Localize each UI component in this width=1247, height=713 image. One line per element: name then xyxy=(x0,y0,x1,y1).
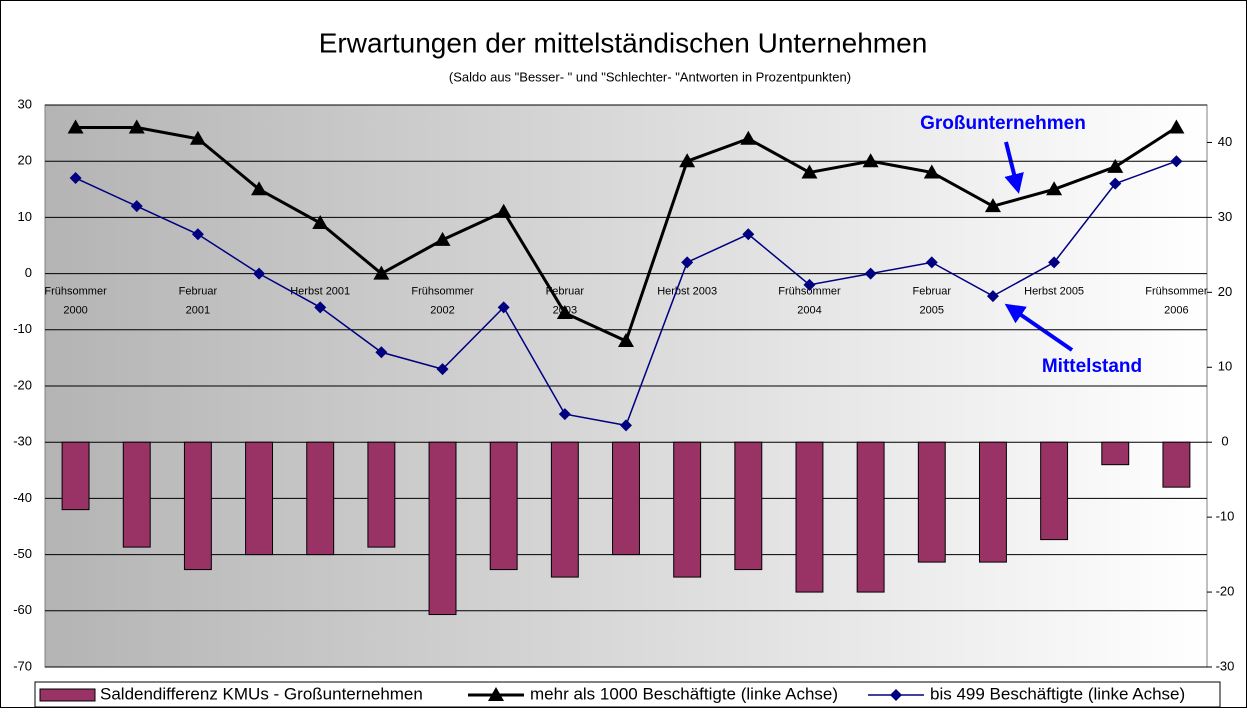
x-tick-label: Frühsommer 2000 xyxy=(44,286,107,317)
line-marker xyxy=(1107,158,1124,173)
line-marker xyxy=(128,119,145,134)
line-marker xyxy=(801,164,818,179)
legend-swatch xyxy=(39,688,96,702)
line-marker xyxy=(1048,256,1061,269)
y2-tick-label: 30 xyxy=(1218,209,1232,224)
y2-tick-label: 10 xyxy=(1218,359,1232,374)
x-tick-label: Februar 2001 xyxy=(179,286,218,317)
line-marker xyxy=(862,153,879,168)
line-marker xyxy=(984,198,1001,213)
legend-label: Saldendifferenz KMUs - Großunternehmen xyxy=(100,684,423,703)
y2-tick-label: 20 xyxy=(1218,284,1232,299)
legend xyxy=(34,681,1221,708)
line-marker xyxy=(497,301,510,314)
line-marker xyxy=(558,408,571,421)
line-marker xyxy=(436,363,449,376)
line-marker xyxy=(742,228,755,241)
chart-title: Erwartungen der mittelständischen Untern… xyxy=(319,27,928,58)
y-tick-label: 20 xyxy=(18,153,32,168)
line-marker xyxy=(312,215,329,230)
line-marker xyxy=(253,267,266,280)
line-marker xyxy=(69,172,82,185)
line-marker xyxy=(890,689,902,701)
y-tick-label: -30 xyxy=(13,434,32,449)
y-tick-label: -70 xyxy=(13,658,32,673)
x-tick-label: Herbst 2005 xyxy=(1024,286,1084,298)
line-marker xyxy=(314,301,327,314)
annotation-arrow xyxy=(1004,141,1024,194)
y-tick-label: -60 xyxy=(13,602,32,617)
bar xyxy=(795,441,824,593)
line-marker xyxy=(1168,119,1185,134)
legend-label: mehr als 1000 Beschäftigte (linke Achse) xyxy=(530,684,838,703)
bar xyxy=(978,441,1007,563)
x-tick-label: Frühsommer 2004 xyxy=(778,286,841,317)
y-tick-label: 0 xyxy=(25,265,32,280)
bar xyxy=(917,441,946,563)
bar xyxy=(306,441,335,556)
line-marker xyxy=(925,256,938,269)
annotation: Großunternehmen xyxy=(920,113,1086,134)
line-marker xyxy=(251,181,268,196)
y-tick-label: -20 xyxy=(13,377,32,392)
bar xyxy=(122,441,151,548)
x-tick-label: Herbst 2001 xyxy=(290,286,350,298)
chart-subtitle: (Saldo aus "Besser- " und "Schlechter- "… xyxy=(449,69,851,84)
x-tick-label: Herbst 2003 xyxy=(657,286,717,298)
bar xyxy=(245,441,274,556)
line-marker xyxy=(556,304,573,319)
bar xyxy=(428,441,457,616)
line-marker xyxy=(1170,155,1183,168)
y2-tick-label: -20 xyxy=(1216,584,1235,599)
line-marker xyxy=(864,267,877,280)
bar xyxy=(61,441,90,511)
line-marker xyxy=(373,265,390,280)
line-marker xyxy=(130,200,143,213)
line-marker xyxy=(189,130,206,145)
line-marker xyxy=(488,687,504,701)
bar xyxy=(856,441,885,593)
y2-tick-label: 40 xyxy=(1218,134,1232,149)
bar xyxy=(1162,441,1191,488)
bar xyxy=(734,441,763,571)
line-marker xyxy=(434,231,451,246)
line-marker xyxy=(191,228,204,241)
line-marker xyxy=(740,130,757,145)
bar xyxy=(183,441,212,571)
line-marker xyxy=(1109,177,1122,190)
bar xyxy=(1101,441,1130,466)
line-marker xyxy=(620,419,632,432)
line-marker xyxy=(923,164,940,179)
y-tick-label: -50 xyxy=(13,546,32,561)
bar xyxy=(367,441,396,548)
line-marker xyxy=(679,153,696,168)
bar xyxy=(550,441,579,578)
y-tick-label: -40 xyxy=(13,490,32,505)
line-marker xyxy=(618,333,634,348)
line-marker xyxy=(1046,181,1063,196)
bar xyxy=(612,441,640,556)
y-tick-label: -10 xyxy=(13,321,32,336)
line-marker xyxy=(375,346,388,359)
line-marker xyxy=(803,278,816,291)
line-marker xyxy=(986,290,999,303)
line-marker xyxy=(681,256,694,269)
bar xyxy=(1040,441,1069,541)
annotation: Mittelstand xyxy=(1042,356,1142,377)
x-tick-label: Februar 2005 xyxy=(913,286,952,317)
x-tick-label: Frühsommer 2002 xyxy=(411,286,474,317)
y-tick-label: 10 xyxy=(18,209,32,224)
y2-tick-label: -10 xyxy=(1216,509,1235,524)
bar xyxy=(673,441,702,578)
bar xyxy=(489,441,518,571)
line-marker xyxy=(495,203,512,218)
line-marker xyxy=(67,119,84,134)
y2-tick-label: -30 xyxy=(1216,658,1235,673)
x-tick-label: Frühsommer 2006 xyxy=(1145,286,1208,317)
y-tick-label: 30 xyxy=(18,96,32,111)
legend-label: bis 499 Beschäftigte (linke Achse) xyxy=(930,684,1185,703)
annotation-arrow xyxy=(1004,303,1074,352)
y2-tick-label: 0 xyxy=(1221,434,1228,449)
